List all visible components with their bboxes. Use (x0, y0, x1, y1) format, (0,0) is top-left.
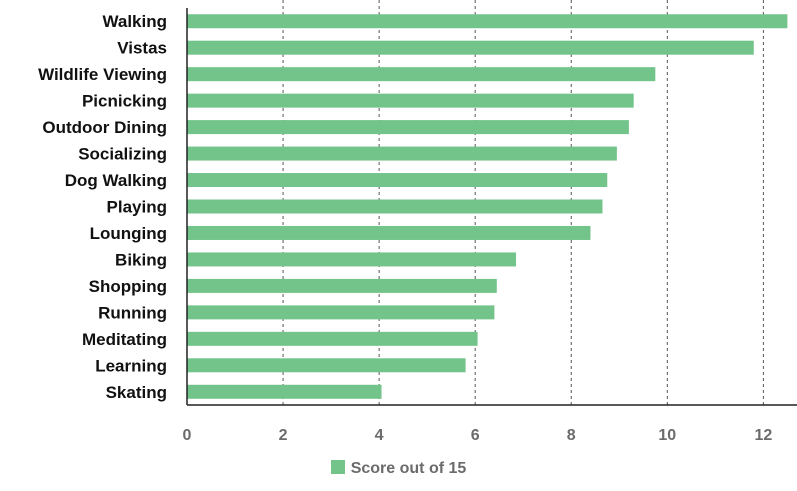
legend-swatch (330, 460, 345, 474)
legend: Score out of 15 (0, 460, 797, 478)
x-tick-label: 4 (375, 427, 384, 444)
bar-picnicking (187, 93, 634, 108)
x-tick-label: 2 (279, 427, 288, 444)
bar-socializing (187, 146, 617, 161)
bar-outdoor-dining (187, 120, 629, 135)
bar-learning (187, 358, 466, 373)
category-labels: Walking Vistas Wildlife Viewing Picnicking O… (38, 12, 167, 402)
category-label: Picnicking (82, 92, 167, 111)
bar-lounging (187, 225, 591, 240)
x-tick-labels: 0 2 4 6 8 10 12 (183, 427, 773, 444)
bar-biking (187, 252, 517, 267)
bar-shopping (187, 278, 497, 293)
bar-wildlife-viewing (187, 67, 656, 82)
x-tick-label: 6 (471, 427, 480, 444)
category-label: Vistas (117, 39, 167, 58)
category-label: Dog Walking (65, 171, 167, 190)
bar-walking (187, 14, 788, 29)
category-label: Walking (102, 12, 167, 31)
bars (187, 14, 788, 399)
category-label: Shopping (89, 277, 167, 296)
x-tick-label: 8 (567, 427, 576, 444)
x-tick-label: 0 (183, 427, 192, 444)
bar-running (187, 305, 495, 320)
category-label: Lounging (90, 224, 167, 243)
category-label: Outdoor Dining (42, 118, 167, 137)
x-tick-label: 10 (658, 427, 676, 444)
legend-label: Score out of 15 (350, 460, 467, 477)
bar-skating (187, 384, 382, 399)
bar-playing (187, 199, 603, 214)
axes (186, 8, 797, 406)
bar-vistas (187, 40, 754, 55)
category-label: Meditating (82, 330, 167, 349)
bar-dog-walking (187, 173, 608, 188)
category-label: Learning (95, 356, 167, 375)
x-tick-label: 12 (754, 427, 772, 444)
category-label: Playing (107, 198, 167, 217)
category-label: Skating (106, 383, 167, 402)
category-label: Running (98, 303, 167, 322)
category-label: Socializing (78, 145, 167, 164)
bar-meditating (187, 331, 478, 346)
category-label: Biking (115, 250, 167, 269)
category-label: Wildlife Viewing (38, 65, 167, 84)
